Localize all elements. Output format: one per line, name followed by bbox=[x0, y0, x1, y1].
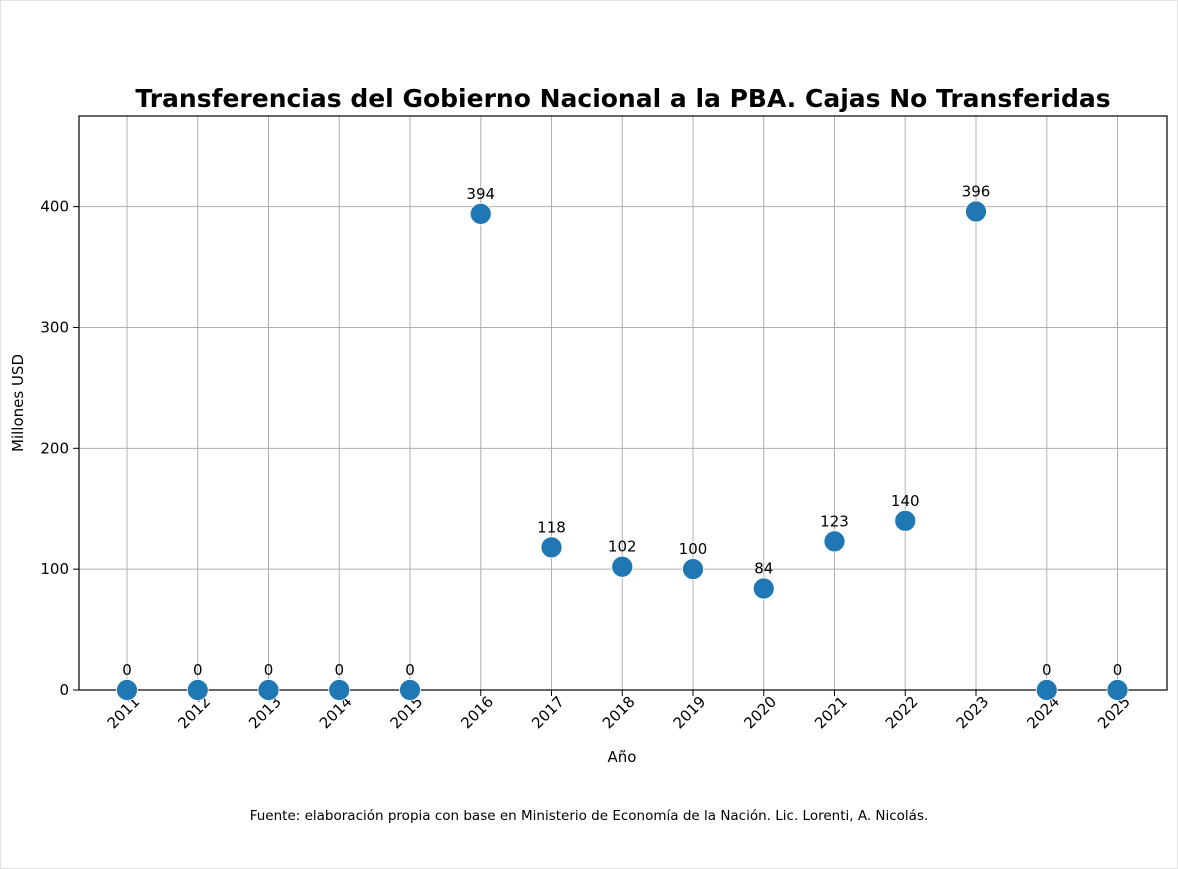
data-point bbox=[257, 679, 280, 701]
data-point bbox=[1106, 679, 1129, 701]
x-axis-label: Año bbox=[608, 748, 637, 766]
y-tick-label: 200 bbox=[40, 439, 69, 457]
data-point bbox=[399, 679, 421, 701]
data-label: 84 bbox=[754, 559, 773, 577]
data-point bbox=[116, 679, 138, 701]
y-axis-ticks: 0 100 200 300 400 bbox=[40, 198, 79, 699]
data-point bbox=[186, 679, 209, 701]
data-point bbox=[752, 577, 775, 600]
data-label: 394 bbox=[466, 185, 495, 203]
chart-title: Transferencias del Gobierno Nacional a l… bbox=[135, 84, 1110, 113]
data-label: 0 bbox=[122, 661, 132, 679]
data-point bbox=[328, 679, 351, 701]
source-footnote: Fuente: elaboración propia con base en M… bbox=[250, 808, 929, 824]
x-tick-label: 2023 bbox=[953, 693, 993, 733]
data-labels: 0 0 0 0 0 394 118 102 100 84 123 140 396 0 0 bbox=[122, 182, 1122, 679]
y-tick-label: 0 bbox=[59, 681, 69, 699]
data-point bbox=[1035, 679, 1058, 701]
data-label: 0 bbox=[405, 661, 415, 679]
data-label: 0 bbox=[1042, 661, 1052, 679]
data-point bbox=[965, 200, 987, 223]
data-label: 0 bbox=[1113, 661, 1123, 679]
x-tick-label: 2022 bbox=[882, 693, 922, 733]
data-label: 396 bbox=[962, 182, 991, 200]
data-label: 0 bbox=[264, 661, 274, 679]
y-axis-label: Millones USD bbox=[9, 354, 27, 452]
data-label: 0 bbox=[193, 661, 203, 679]
data-point bbox=[823, 530, 846, 553]
data-point bbox=[611, 555, 634, 578]
data-label: 140 bbox=[891, 492, 920, 510]
x-tick-label: 2021 bbox=[811, 693, 851, 733]
data-point bbox=[540, 536, 563, 559]
x-tick-label: 2020 bbox=[740, 693, 780, 733]
x-tick-label: 2016 bbox=[457, 693, 497, 733]
grid bbox=[79, 116, 1167, 691]
x-tick-label: 2017 bbox=[528, 693, 568, 733]
data-label: 0 bbox=[334, 661, 344, 679]
x-axis-ticks: 2011 2012 2013 2014 2015 2016 2017 2018 2019 2020… bbox=[104, 690, 1134, 732]
data-point bbox=[469, 202, 492, 225]
data-point bbox=[682, 558, 704, 581]
data-label: 102 bbox=[608, 538, 637, 556]
data-label: 100 bbox=[679, 540, 708, 558]
y-tick-label: 400 bbox=[40, 198, 69, 216]
x-tick-label: 2019 bbox=[670, 693, 710, 733]
y-tick-label: 300 bbox=[40, 318, 69, 336]
y-tick-label: 100 bbox=[40, 560, 69, 578]
data-point bbox=[894, 509, 917, 532]
data-points bbox=[116, 200, 1129, 701]
plot-area bbox=[78, 115, 1168, 691]
x-tick-label: 2018 bbox=[599, 693, 639, 733]
data-label: 123 bbox=[820, 512, 849, 530]
data-label: 118 bbox=[537, 518, 566, 536]
